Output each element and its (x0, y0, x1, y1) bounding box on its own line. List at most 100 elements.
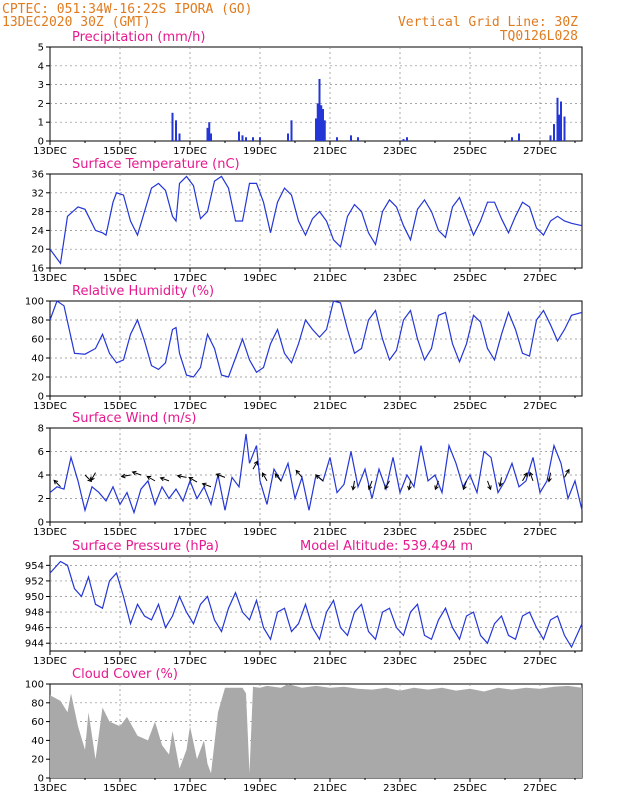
cloud-ytick-label: 0 (38, 774, 44, 785)
cloud-area (50, 684, 582, 778)
cloud-ytick-label: 20 (31, 755, 44, 766)
pressure-xtick-label: 13DEC (33, 656, 67, 667)
precip-bar (560, 101, 562, 141)
rh-xtick-label: 23DEC (383, 401, 417, 412)
pressure-ytick-label: 946 (25, 623, 44, 634)
rh-ytick-label: 20 (31, 373, 44, 384)
wind-panel: 0 2 4 6 8 13DEC 15DEC 17DEC 19DEC 21DEC 23DEC 25DEC… (33, 411, 583, 538)
pressure-xtick-label: 17DEC (173, 656, 207, 667)
cloud-xtick-label: 27DEC (523, 783, 557, 794)
pressure-series-line (49, 560, 583, 649)
rh-ytick-label: 100 (25, 297, 44, 308)
precip-bar (563, 116, 566, 141)
wind-arrow (120, 473, 131, 479)
precip-bar (241, 135, 244, 141)
rh-frame (49, 300, 583, 397)
cloud-xtick-label: 15DEC (103, 783, 137, 794)
precip-bar (252, 137, 254, 141)
temp-ytick-label: 28 (31, 207, 44, 218)
precip-xtick-label: 25DEC (453, 146, 487, 157)
precip-bar (336, 137, 338, 141)
pressure-xtick-label: 19DEC (243, 656, 277, 667)
wind-arrow (498, 477, 503, 488)
precip-panel: 0 1 2 3 4 5 13DEC 15DEC 17DEC 19DEC 21DEC 23DEC 25DE… (33, 30, 583, 157)
wind-arrow (564, 468, 570, 478)
wind-arrow (201, 482, 212, 488)
wind-arrow (159, 476, 170, 482)
rh-ytick-label: 40 (31, 354, 44, 365)
cloud-ytick-label: 40 (31, 736, 44, 747)
precip-ytick-label: 3 (38, 80, 44, 91)
temp-panel: 16 20 24 28 32 36 13DEC 15DEC 17DEC 19DEC 21DEC 23D… (31, 157, 583, 284)
pressure-xtick-label: 15DEC (103, 656, 137, 667)
wind-arrow (407, 480, 412, 491)
precip-xtick-label: 13DEC (33, 146, 67, 157)
temp-frame (49, 173, 583, 269)
precip-bar (320, 105, 323, 141)
cloud-title: Cloud Cover (%) (72, 667, 178, 682)
cloud-ytick-label: 80 (31, 698, 44, 709)
precip-bar (178, 133, 181, 141)
precip-bar (290, 120, 293, 141)
wind-xtick-label: 15DEC (103, 527, 137, 538)
precip-bar (558, 114, 561, 141)
temp-ytick-label: 36 (31, 170, 44, 181)
wind-arrow (84, 474, 93, 483)
rh-xtick-label: 25DEC (453, 401, 487, 412)
pressure-ytick-label: 952 (25, 576, 44, 587)
pressure-title: Surface Pressure (hPa) (72, 539, 219, 554)
wind-arrow (188, 477, 198, 483)
header-date: 13DEC2020 30Z (GMT) (2, 15, 151, 30)
rh-xtick-label: 17DEC (173, 401, 207, 412)
precip-bar (357, 137, 359, 141)
precip-bar (556, 97, 559, 141)
precip-bar (259, 137, 261, 141)
wind-ytick-label: 0 (38, 518, 44, 529)
wind-arrow (487, 480, 492, 491)
precip-bar (206, 127, 209, 141)
wind-arrow (295, 469, 303, 478)
wind-arrow (215, 473, 226, 478)
pressure-xtick-label: 27DEC (523, 656, 557, 667)
precip-bar (171, 112, 174, 141)
rh-xtick-label: 21DEC (313, 401, 347, 412)
precip-ytick-label: 1 (38, 118, 44, 129)
cloud-xtick-label: 23DEC (383, 783, 417, 794)
precip-bar (245, 137, 247, 141)
cloud-xtick-label: 19DEC (243, 783, 277, 794)
temp-title: Surface Temperature (nC) (72, 157, 240, 172)
rh-ytick-label: 60 (31, 335, 44, 346)
precip-bar (287, 133, 289, 141)
wind-arrow (176, 474, 187, 479)
wind-ytick-label: 8 (38, 424, 44, 435)
precip-bar (350, 135, 352, 141)
precip-bar (316, 103, 319, 141)
precip-bar (553, 124, 555, 141)
precip-ytick-label: 0 (38, 137, 44, 148)
pressure-subtitle: Model Altitude: 539.494 m (300, 539, 473, 554)
pressure-xtick-label: 25DEC (453, 656, 487, 667)
wind-arrow (547, 472, 552, 483)
rh-xtick-label: 19DEC (243, 401, 277, 412)
precip-xtick-label: 21DEC (313, 146, 347, 157)
header-code: TQ0126L028 (500, 29, 578, 44)
precip-xtick-label: 15DEC (103, 146, 137, 157)
cloud-xtick-label: 17DEC (173, 783, 207, 794)
precip-bar (322, 109, 324, 141)
wind-arrow (146, 475, 156, 482)
wind-arrow (53, 479, 61, 488)
precip-xtick-label: 19DEC (243, 146, 277, 157)
pressure-panel: 944 946 948 950 952 954 13DEC 15DEC 17DEC 19DEC 21… (25, 539, 583, 667)
precip-ytick-label: 4 (38, 61, 44, 72)
wind-xtick-label: 13DEC (33, 527, 67, 538)
wind-arrow (384, 480, 390, 490)
precip-bar (406, 137, 408, 141)
header-grid-note: Vertical Grid Line: 30Z (398, 15, 578, 30)
temp-ytick-label: 16 (31, 264, 44, 275)
precip-bar (208, 122, 211, 141)
wind-xtick-label: 23DEC (383, 527, 417, 538)
pressure-frame (49, 555, 583, 652)
precip-bar (549, 135, 552, 141)
temp-xtick-label: 19DEC (243, 273, 277, 284)
